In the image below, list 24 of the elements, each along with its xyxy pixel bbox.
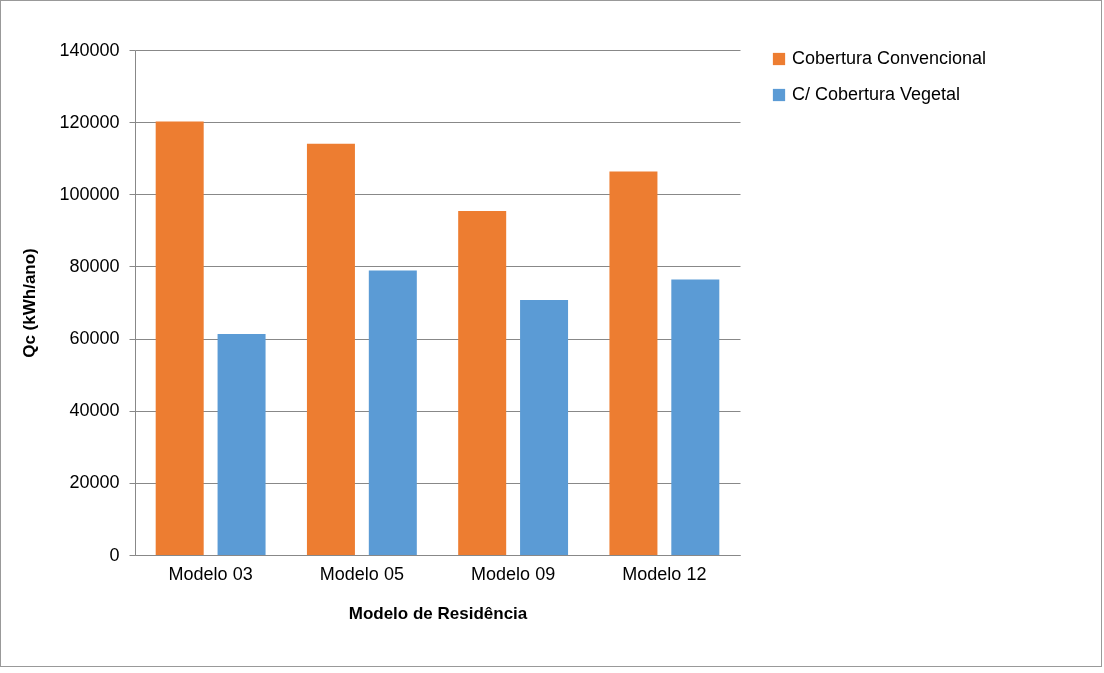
legend-label: C/ Cobertura Vegetal bbox=[792, 84, 961, 104]
y-axis-title: Qc (kWh/ano) bbox=[20, 248, 40, 358]
x-tick-label: Modelo 12 bbox=[622, 563, 707, 584]
bar bbox=[671, 279, 720, 555]
bar bbox=[368, 270, 417, 555]
bar bbox=[458, 210, 507, 555]
x-axis-title: Modelo de Residência bbox=[348, 603, 528, 623]
bar bbox=[520, 299, 569, 555]
x-tick-label: Modelo 03 bbox=[168, 563, 253, 584]
bar bbox=[217, 333, 266, 555]
x-tick-label: Modelo 05 bbox=[319, 563, 404, 584]
y-tick-label: 60000 bbox=[69, 328, 120, 349]
bar bbox=[155, 121, 204, 555]
y-tick-label: 40000 bbox=[69, 400, 120, 421]
bar bbox=[306, 143, 355, 555]
bar bbox=[609, 171, 658, 555]
y-tick-label: 0 bbox=[109, 544, 120, 565]
y-tick-label: 140000 bbox=[59, 39, 120, 60]
y-tick-label: 100000 bbox=[59, 183, 120, 204]
y-tick-label: 120000 bbox=[59, 111, 120, 132]
x-tick-label: Modelo 09 bbox=[471, 563, 556, 584]
y-tick-label: 80000 bbox=[69, 255, 120, 276]
y-tick-label: 20000 bbox=[69, 472, 120, 493]
legend-label: Cobertura Convencional bbox=[792, 48, 987, 68]
